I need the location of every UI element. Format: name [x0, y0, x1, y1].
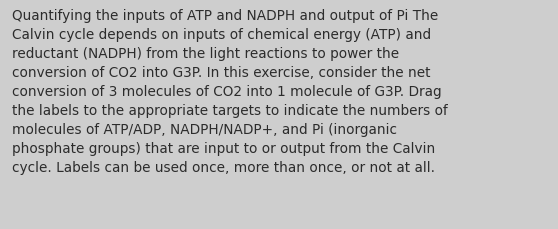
Text: Quantifying the inputs of ATP and NADPH and output of Pi The
Calvin cycle depend: Quantifying the inputs of ATP and NADPH … — [12, 9, 448, 174]
